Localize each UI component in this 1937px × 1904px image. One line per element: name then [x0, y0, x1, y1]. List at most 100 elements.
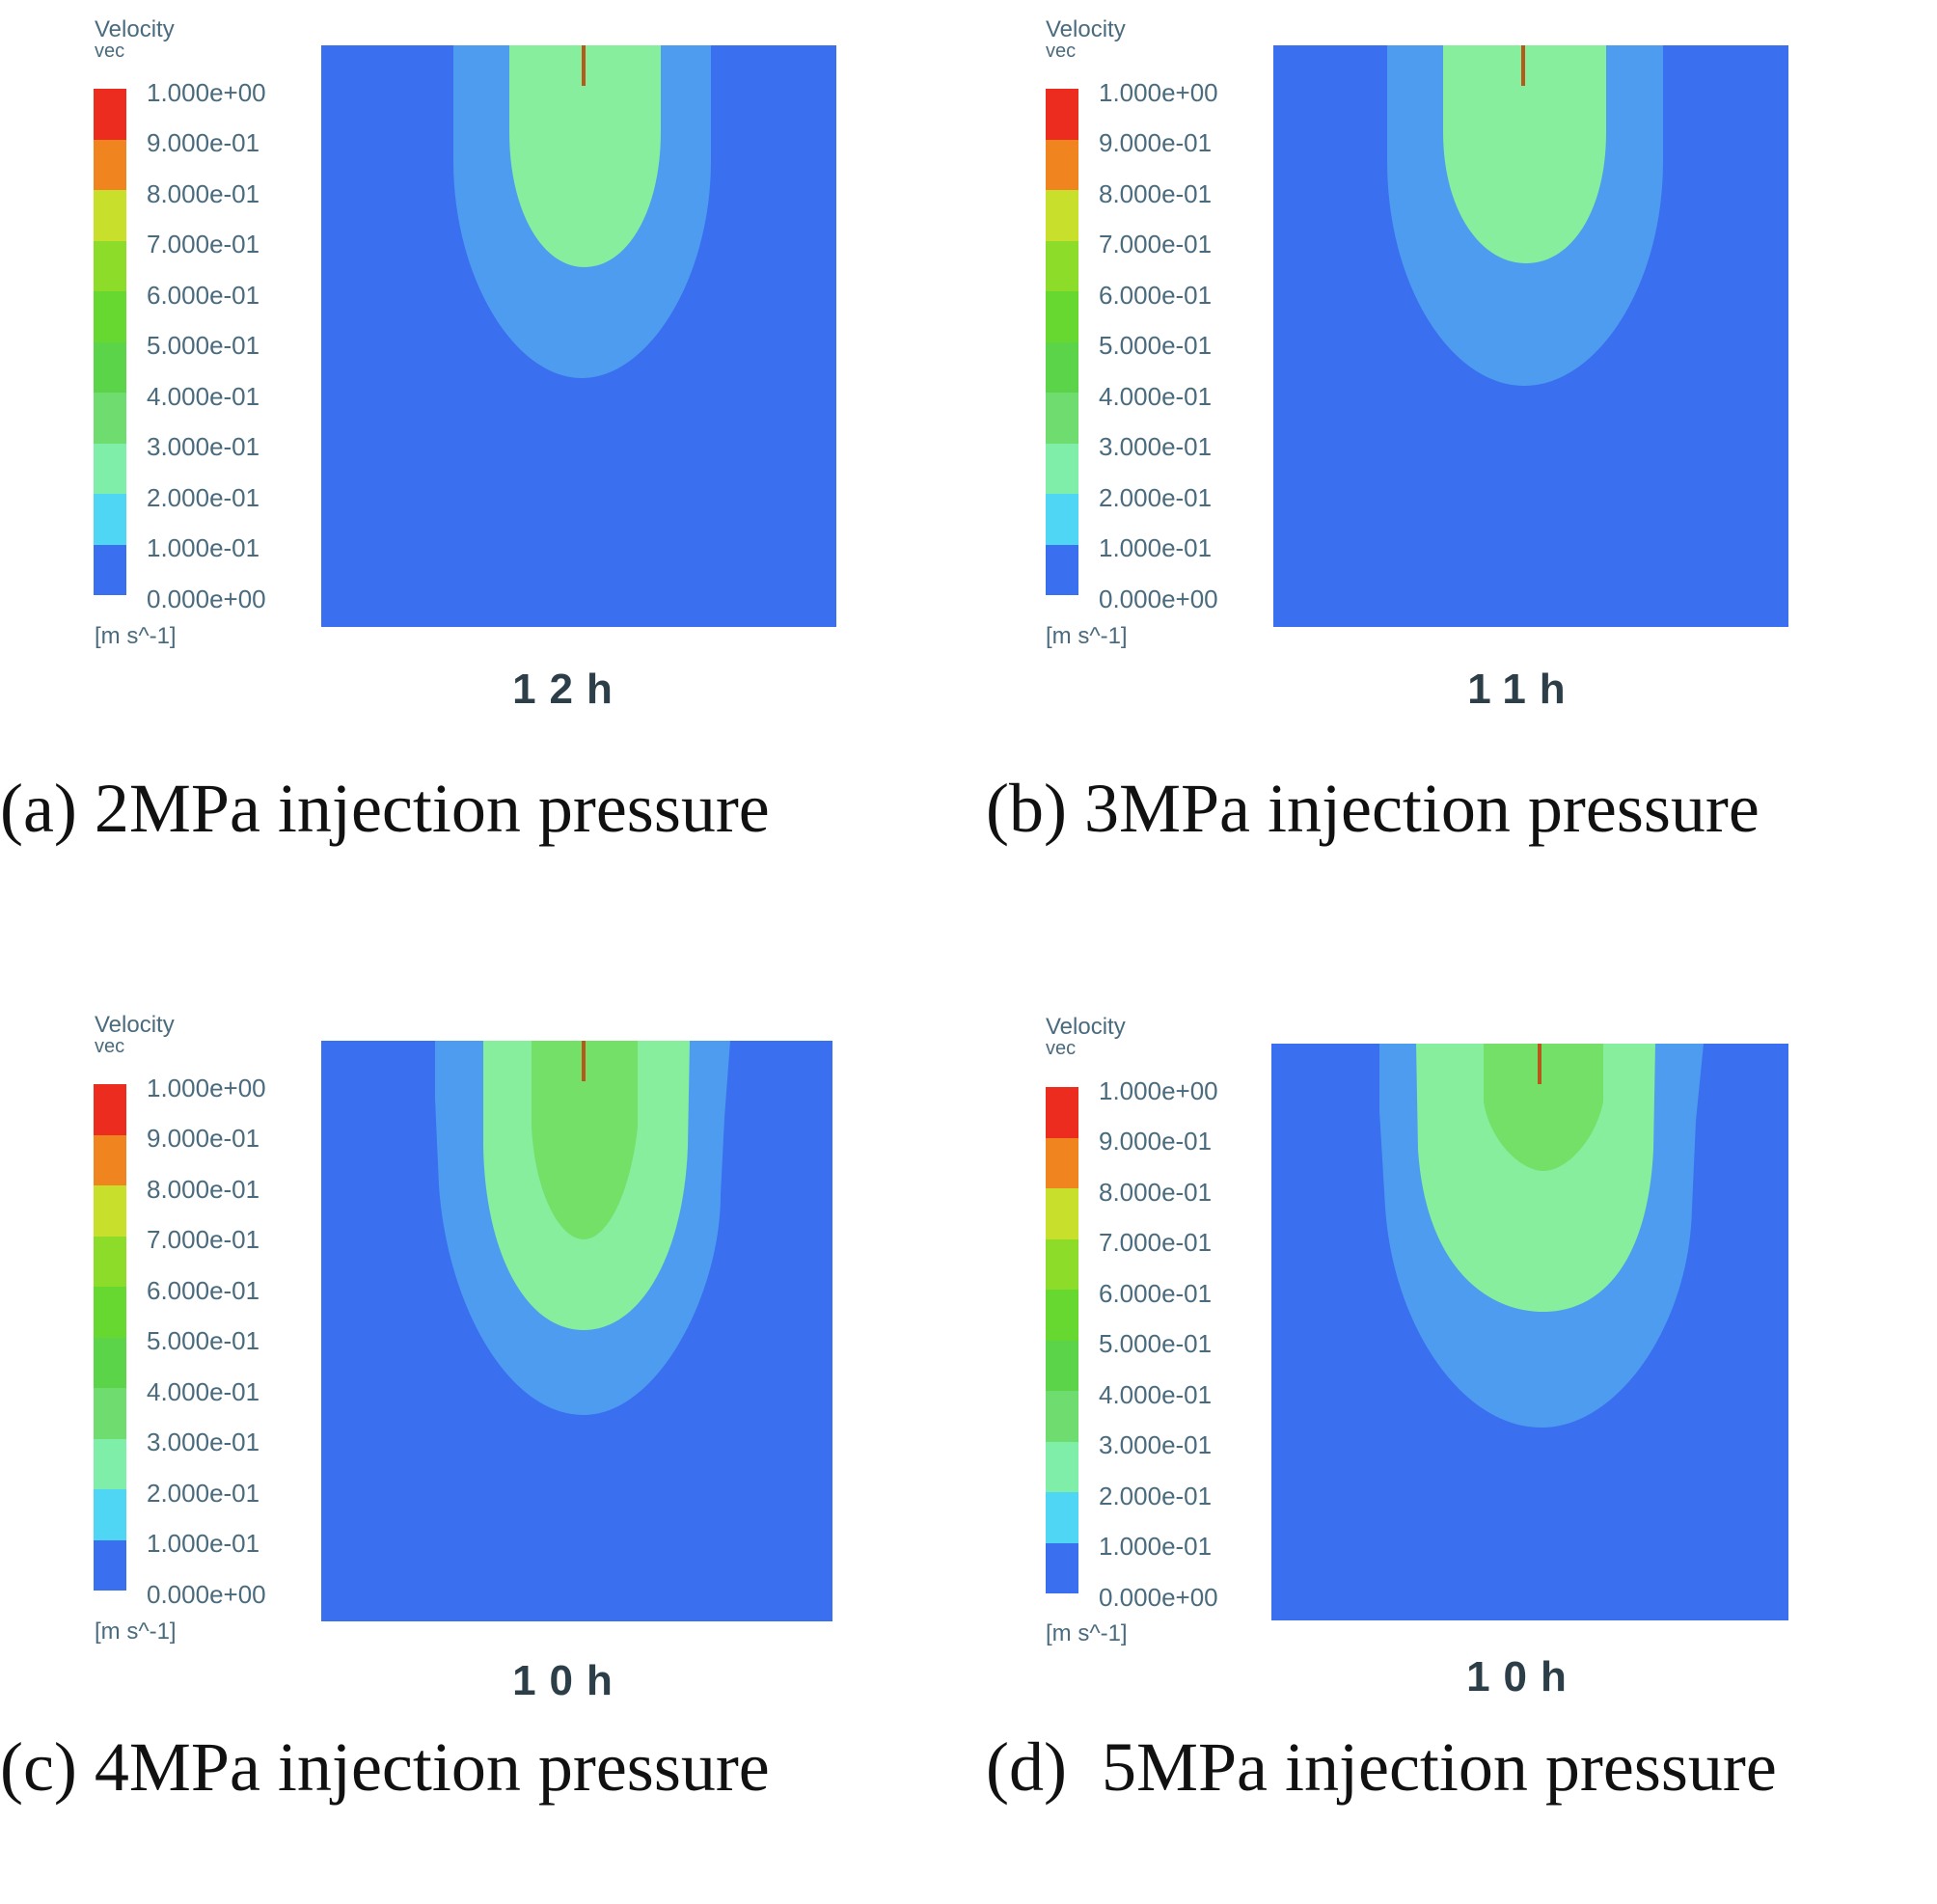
time-label: 12h: [512, 666, 626, 713]
injector-line: [1521, 45, 1525, 86]
colorbar-segment-2: [94, 443, 126, 494]
tick-label: 9.000e-01: [1099, 1127, 1213, 1156]
colorbar-segment-4: [94, 1337, 126, 1388]
colorbar-segment-0: [94, 544, 126, 595]
colorbar-segment-7: [94, 190, 126, 241]
tick-label: 7.000e-01: [147, 1225, 260, 1254]
tick-label: 1.000e+00: [147, 78, 266, 107]
tick-label: 0.000e+00: [1099, 1583, 1218, 1612]
colorbar-segment-5: [1046, 1290, 1078, 1341]
colorbar-segment-2: [1046, 1441, 1078, 1492]
tick-label: 5.000e-01: [1099, 1329, 1213, 1358]
tick-label: 0.000e+00: [147, 1580, 266, 1609]
colorbar-segment-3: [94, 393, 126, 444]
legend-title: Velocity vec: [1046, 16, 1126, 62]
tick-label: 6.000e-01: [1099, 281, 1213, 310]
panel-caption: (c) 4MPa injection pressure: [0, 1728, 770, 1806]
colorbar-segment-6: [94, 1236, 126, 1287]
panel-caption: (b) 3MPa injection pressure: [986, 770, 1760, 847]
legend-units: [m s^-1]: [1046, 623, 1128, 649]
velocity-contour-svg: [321, 45, 836, 627]
tick-label: 7.000e-01: [1099, 1228, 1213, 1257]
colorbar: [94, 1084, 126, 1591]
colorbar-segment-9: [94, 1084, 126, 1135]
tick-label: 2.000e-01: [1099, 1482, 1213, 1510]
tick-label: 6.000e-01: [1099, 1279, 1213, 1308]
panel-b: Velocity vec 1.000e+00 9.000e-01 8.000e-…: [968, 0, 1937, 909]
tick-label: 9.000e-01: [147, 128, 260, 157]
tick-label: 2.000e-01: [147, 483, 260, 512]
colorbar-segment-9: [1046, 89, 1078, 140]
velocity-contour-svg: [1273, 45, 1788, 627]
colorbar-segment-5: [94, 1287, 126, 1338]
colorbar-segment-4: [1046, 341, 1078, 393]
colorbar-segment-2: [1046, 443, 1078, 494]
legend-title-line1: Velocity: [1046, 16, 1126, 42]
time-label: 11h: [1467, 666, 1579, 713]
legend-title-line1: Velocity: [1046, 1014, 1126, 1040]
colorbar-segment-1: [94, 1489, 126, 1540]
velocity-field: [1273, 45, 1788, 627]
colorbar-segment-5: [94, 291, 126, 342]
legend-title-line2: vec: [95, 41, 125, 62]
tick-label: 5.000e-01: [1099, 331, 1213, 360]
tick-label: 0.000e+00: [147, 585, 266, 613]
tick-label: 1.000e-01: [1099, 1532, 1213, 1561]
tick-label: 2.000e-01: [1099, 483, 1213, 512]
tick-label: 1.000e+00: [147, 1074, 266, 1102]
colorbar-segment-2: [94, 1438, 126, 1489]
velocity-field: [321, 45, 836, 627]
colorbar-segment-9: [1046, 1087, 1078, 1138]
colorbar-segment-5: [1046, 291, 1078, 342]
injector-line: [582, 1041, 586, 1081]
tick-label: 1.000e-01: [147, 533, 260, 562]
colorbar-segment-0: [1046, 544, 1078, 595]
legend-title-line1: Velocity: [95, 1012, 175, 1038]
colorbar-segment-1: [1046, 1492, 1078, 1543]
velocity-contour-svg: [1271, 1044, 1788, 1620]
tick-label: 3.000e-01: [1099, 1430, 1213, 1459]
colorbar-segment-4: [1046, 1340, 1078, 1391]
velocity-contour-svg: [321, 1041, 832, 1621]
colorbar-segment-8: [94, 1134, 126, 1185]
legend-title: Velocity vec: [1046, 1014, 1126, 1059]
tick-label: 1.000e+00: [1099, 1076, 1218, 1105]
colorbar-segment-3: [94, 1388, 126, 1439]
tick-label: 1.000e-01: [147, 1529, 260, 1558]
tick-label: 2.000e-01: [147, 1479, 260, 1508]
colorbar-segment-4: [94, 341, 126, 393]
plume-inner-band: [509, 45, 661, 267]
plume-core-band: [1484, 1044, 1603, 1171]
tick-label: 3.000e-01: [1099, 432, 1213, 461]
legend-title-line2: vec: [95, 1036, 125, 1057]
tick-label: 5.000e-01: [147, 331, 260, 360]
tick-label: 1.000e+00: [1099, 78, 1218, 107]
tick-label: 4.000e-01: [1099, 1380, 1213, 1409]
tick-label: 3.000e-01: [147, 1428, 260, 1456]
tick-label: 7.000e-01: [147, 230, 260, 258]
plume-inner-band: [1443, 45, 1606, 263]
legend-title: Velocity vec: [95, 16, 175, 62]
colorbar-segment-7: [1046, 190, 1078, 241]
legend-title-line2: vec: [1046, 1038, 1077, 1059]
colorbar-segment-3: [1046, 393, 1078, 444]
tick-label: 8.000e-01: [1099, 1178, 1213, 1207]
injector-line: [1538, 1044, 1541, 1084]
colorbar-segment-6: [94, 240, 126, 291]
colorbar-segment-1: [1046, 494, 1078, 545]
time-label: 10h: [1466, 1653, 1580, 1700]
colorbar-segment-3: [1046, 1391, 1078, 1442]
tick-label: 5.000e-01: [147, 1326, 260, 1355]
tick-label: 0.000e+00: [1099, 585, 1218, 613]
colorbar-segment-0: [94, 1539, 126, 1591]
panel-d: Velocity vec 1.000e+00 9.000e-01 8.000e-…: [968, 995, 1937, 1904]
time-label: 10h: [512, 1657, 626, 1704]
legend-units: [m s^-1]: [95, 1618, 177, 1645]
legend-title-line1: Velocity: [95, 16, 175, 42]
tick-label: 9.000e-01: [1099, 128, 1213, 157]
tick-label: 3.000e-01: [147, 432, 260, 461]
legend-title-line2: vec: [1046, 41, 1077, 62]
tick-label: 7.000e-01: [1099, 230, 1213, 258]
colorbar-segment-0: [1046, 1542, 1078, 1593]
legend-title: Velocity vec: [95, 1012, 175, 1057]
